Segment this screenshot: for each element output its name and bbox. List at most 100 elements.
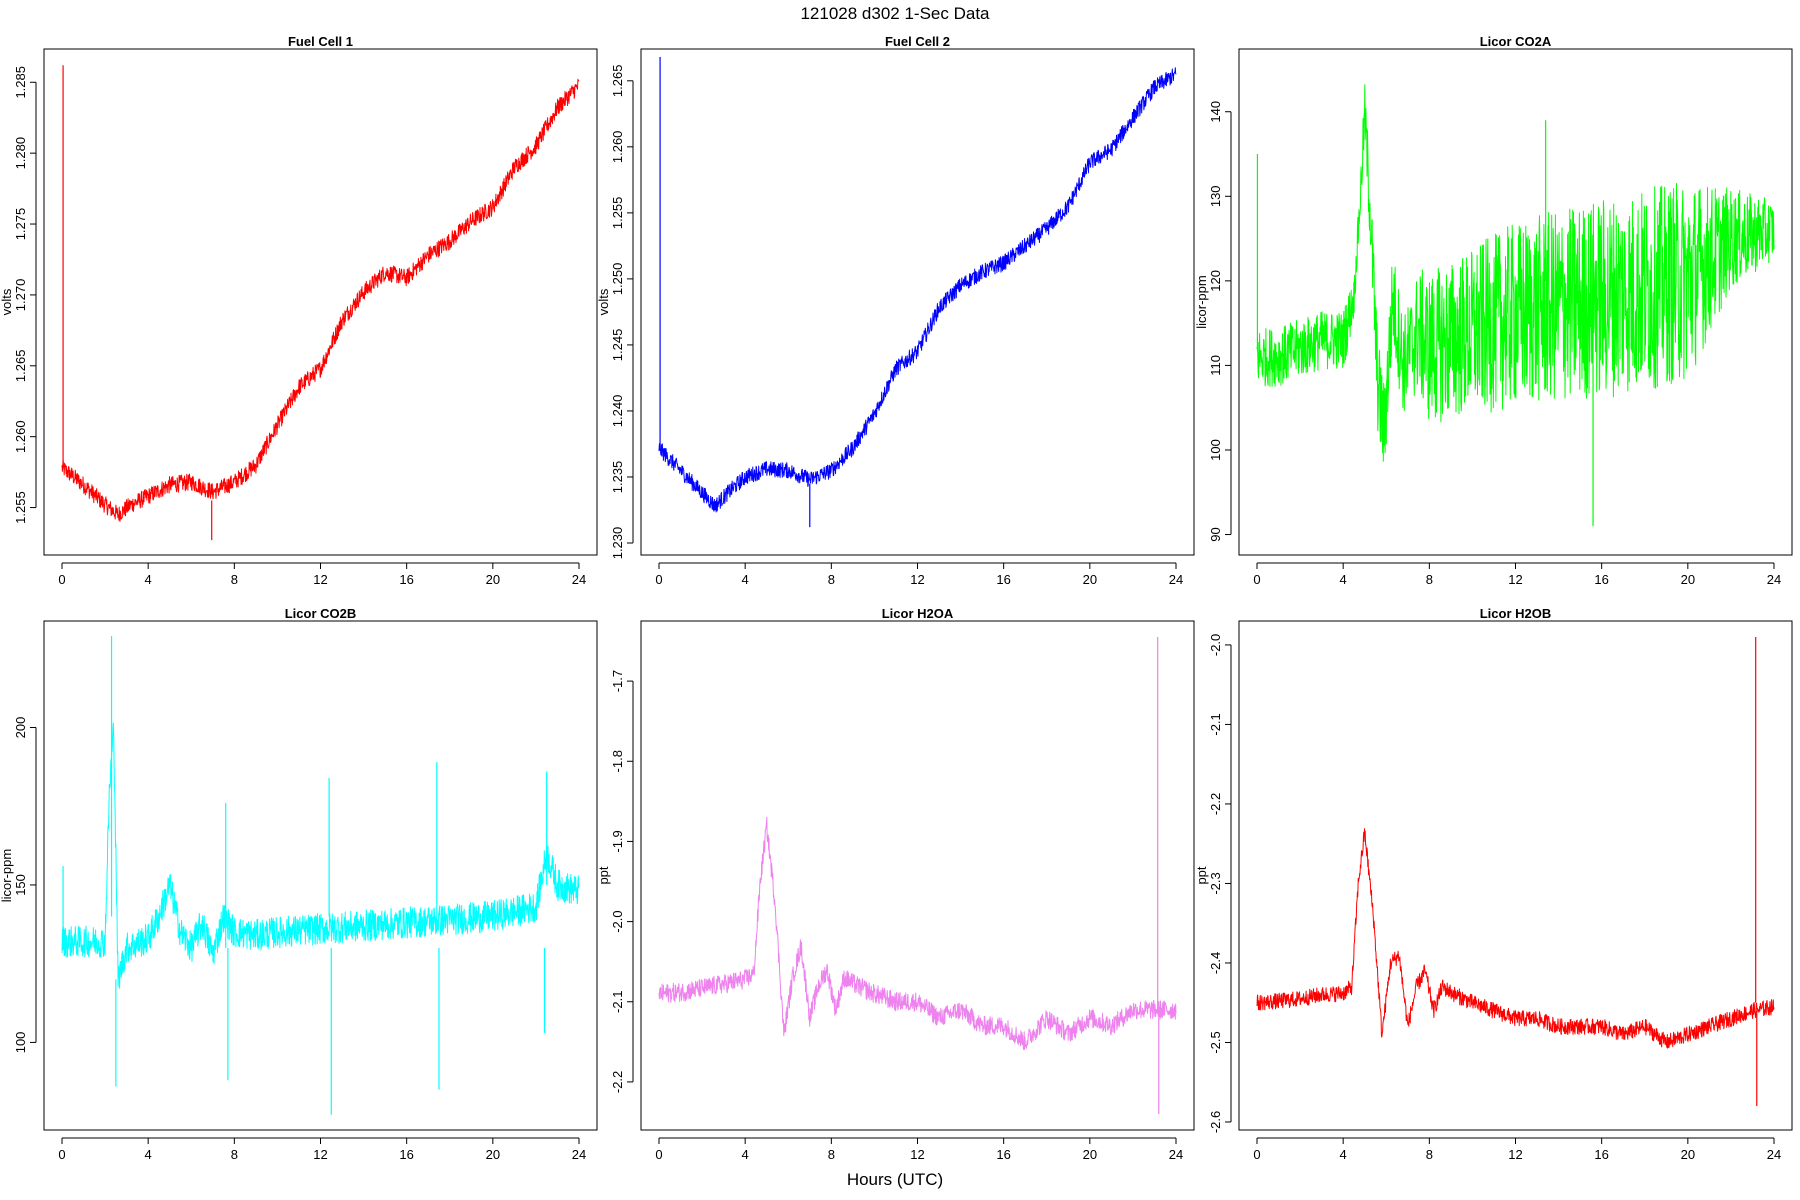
x-axis: 0 4 8 12 16 20 24	[655, 1137, 1183, 1162]
x-tick-label: 20	[1681, 1147, 1695, 1162]
y-tick-label: -1.8	[610, 750, 625, 772]
y-tick-label: 1.270	[13, 279, 28, 312]
y-tick-label: -2.4	[1208, 952, 1223, 974]
series-line	[1256, 84, 1775, 462]
y-tick-label: -2.6	[1208, 1111, 1223, 1133]
y-tick-label: -2.2	[610, 1071, 625, 1093]
y-axis: 1.230 1.235 1.240 1.245 1.250 1.255 1.260 1.265	[610, 65, 634, 560]
y-tick-label: 1.235	[610, 461, 625, 494]
x-tick-label: 8	[231, 572, 238, 587]
y-tick-label: 100	[13, 1032, 28, 1054]
x-tick-label: 24	[572, 572, 586, 587]
y-axis-label: ppt	[1194, 866, 1209, 884]
x-tick-label: 12	[910, 1147, 924, 1162]
x-tick-label: 8	[231, 1147, 238, 1162]
y-tick-label: -2.0	[610, 910, 625, 932]
y-tick-label: 1.240	[610, 395, 625, 428]
x-tick-label: 8	[828, 572, 835, 587]
panel-3: Licor CO2A 0 4 8 12 16 20 24 90 100 110 120 130 140 li…	[1194, 34, 1793, 587]
y-tick-label: 90	[1208, 527, 1223, 541]
x-tick-label: 12	[1508, 572, 1522, 587]
y-tick-label: 1.255	[610, 197, 625, 230]
y-axis-label: volts	[596, 288, 611, 315]
x-tick-label: 12	[313, 572, 327, 587]
y-tick-label: -1.9	[610, 830, 625, 852]
x-tick-label: 4	[145, 1147, 152, 1162]
x-tick-label: 4	[742, 572, 749, 587]
x-tick-label: 20	[486, 572, 500, 587]
panel-title: Fuel Cell 1	[288, 34, 353, 49]
series-line	[61, 722, 580, 989]
y-axis: -2.6 -2.5 -2.4 -2.3 -2.2 -2.1 -2.0	[1208, 634, 1232, 1133]
x-tick-label: 4	[145, 572, 152, 587]
panel-4: Licor CO2B 0 4 8 12 16 20 24 100 150 200 licor-ppm	[0, 606, 598, 1162]
y-axis-label: licor-ppm	[1194, 275, 1209, 328]
y-tick-label: 1.230	[610, 527, 625, 560]
x-tick-label: 4	[742, 1147, 749, 1162]
panels: Fuel Cell 10 4 8 12 16 20 241.2551.2601.2651.2…	[0, 34, 1793, 1162]
y-tick-label: 1.245	[610, 329, 625, 362]
x-tick-label: 16	[1594, 572, 1608, 587]
series-line	[658, 816, 1177, 1050]
plot-frame	[640, 620, 1195, 1131]
y-tick-label: -1.7	[610, 670, 625, 692]
y-tick-label: 120	[1208, 270, 1223, 292]
x-tick-label: 20	[1083, 1147, 1097, 1162]
x-tick-label: 0	[58, 572, 65, 587]
x-tick-label: 20	[486, 1147, 500, 1162]
y-tick-label: -2.2	[1208, 793, 1223, 815]
y-tick-label: 100	[1208, 439, 1223, 461]
y-tick-label: 1.265	[610, 65, 625, 98]
x-tick-label: 16	[399, 1147, 413, 1162]
y-tick-label: 1.250	[610, 263, 625, 296]
panel-2: Fuel Cell 20 4 8 12 16 20 241.2301.2351.2401.2…	[596, 34, 1195, 587]
x-axis: 0 4 8 12 16 20 24	[1253, 1137, 1781, 1162]
x-axis: 0 4 8 12 16 20 24	[58, 1137, 586, 1162]
y-axis-label: licor-ppm	[0, 849, 14, 902]
y-axis: 100 150 200	[13, 717, 37, 1054]
x-tick-label: 0	[58, 1147, 65, 1162]
x-axis: 0 4 8 12 16 20 24	[655, 562, 1183, 587]
y-axis: 1.255 1.260 1.265 1.270 1.275 1.280 1.285	[13, 66, 37, 524]
figure-xlabel: Hours (UTC)	[847, 1170, 943, 1189]
y-tick-label: 140	[1208, 101, 1223, 123]
x-tick-label: 12	[1508, 1147, 1522, 1162]
x-axis: 0 4 8 12 16 20 24	[1253, 562, 1781, 587]
series-line	[61, 78, 580, 522]
x-tick-label: 0	[655, 1147, 662, 1162]
x-tick-label: 8	[1426, 1147, 1433, 1162]
x-tick-label: 24	[1767, 572, 1781, 587]
panel-1: Fuel Cell 1 0 4 8 12 16 20 24 1.255 1.260 1.265 1.2…	[0, 34, 598, 587]
y-tick-label: 1.255	[13, 491, 28, 524]
y-tick-label: 1.260	[13, 420, 28, 453]
x-tick-label: 24	[1767, 1147, 1781, 1162]
y-axis-label: ppt	[596, 866, 611, 884]
x-tick-label: 16	[996, 572, 1010, 587]
plot-frame	[640, 48, 1195, 556]
plot-frame	[43, 620, 598, 1131]
panel-title: Licor CO2B	[285, 606, 357, 621]
y-tick-label: 1.280	[13, 137, 28, 170]
x-tick-label: 24	[572, 1147, 586, 1162]
y-axis: -2.2 -2.1 -2.0 -1.9 -1.8 -1.7	[610, 670, 634, 1093]
x-tick-label: 16	[399, 572, 413, 587]
plot-frame	[1238, 620, 1793, 1131]
x-tick-label: 8	[828, 1147, 835, 1162]
x-tick-label: 24	[1169, 572, 1183, 587]
x-tick-label: 24	[1169, 1147, 1183, 1162]
x-axis: 0 4 8 12 16 20 24	[58, 562, 586, 587]
y-tick-label: 150	[13, 874, 28, 896]
panel-title: Licor CO2A	[1480, 34, 1552, 49]
y-tick-label: 1.265	[13, 350, 28, 383]
y-axis: 90 100 110 120 130 140	[1208, 101, 1232, 542]
x-tick-label: 0	[655, 572, 662, 587]
y-tick-label: 1.260	[610, 131, 625, 164]
panel-title: Fuel Cell 2	[885, 34, 950, 49]
x-tick-label: 16	[996, 1147, 1010, 1162]
y-tick-label: 200	[13, 717, 28, 739]
x-tick-label: 16	[1594, 1147, 1608, 1162]
y-tick-label: -2.5	[1208, 1031, 1223, 1053]
figure-title: 121028 d302 1-Sec Data	[800, 4, 990, 23]
